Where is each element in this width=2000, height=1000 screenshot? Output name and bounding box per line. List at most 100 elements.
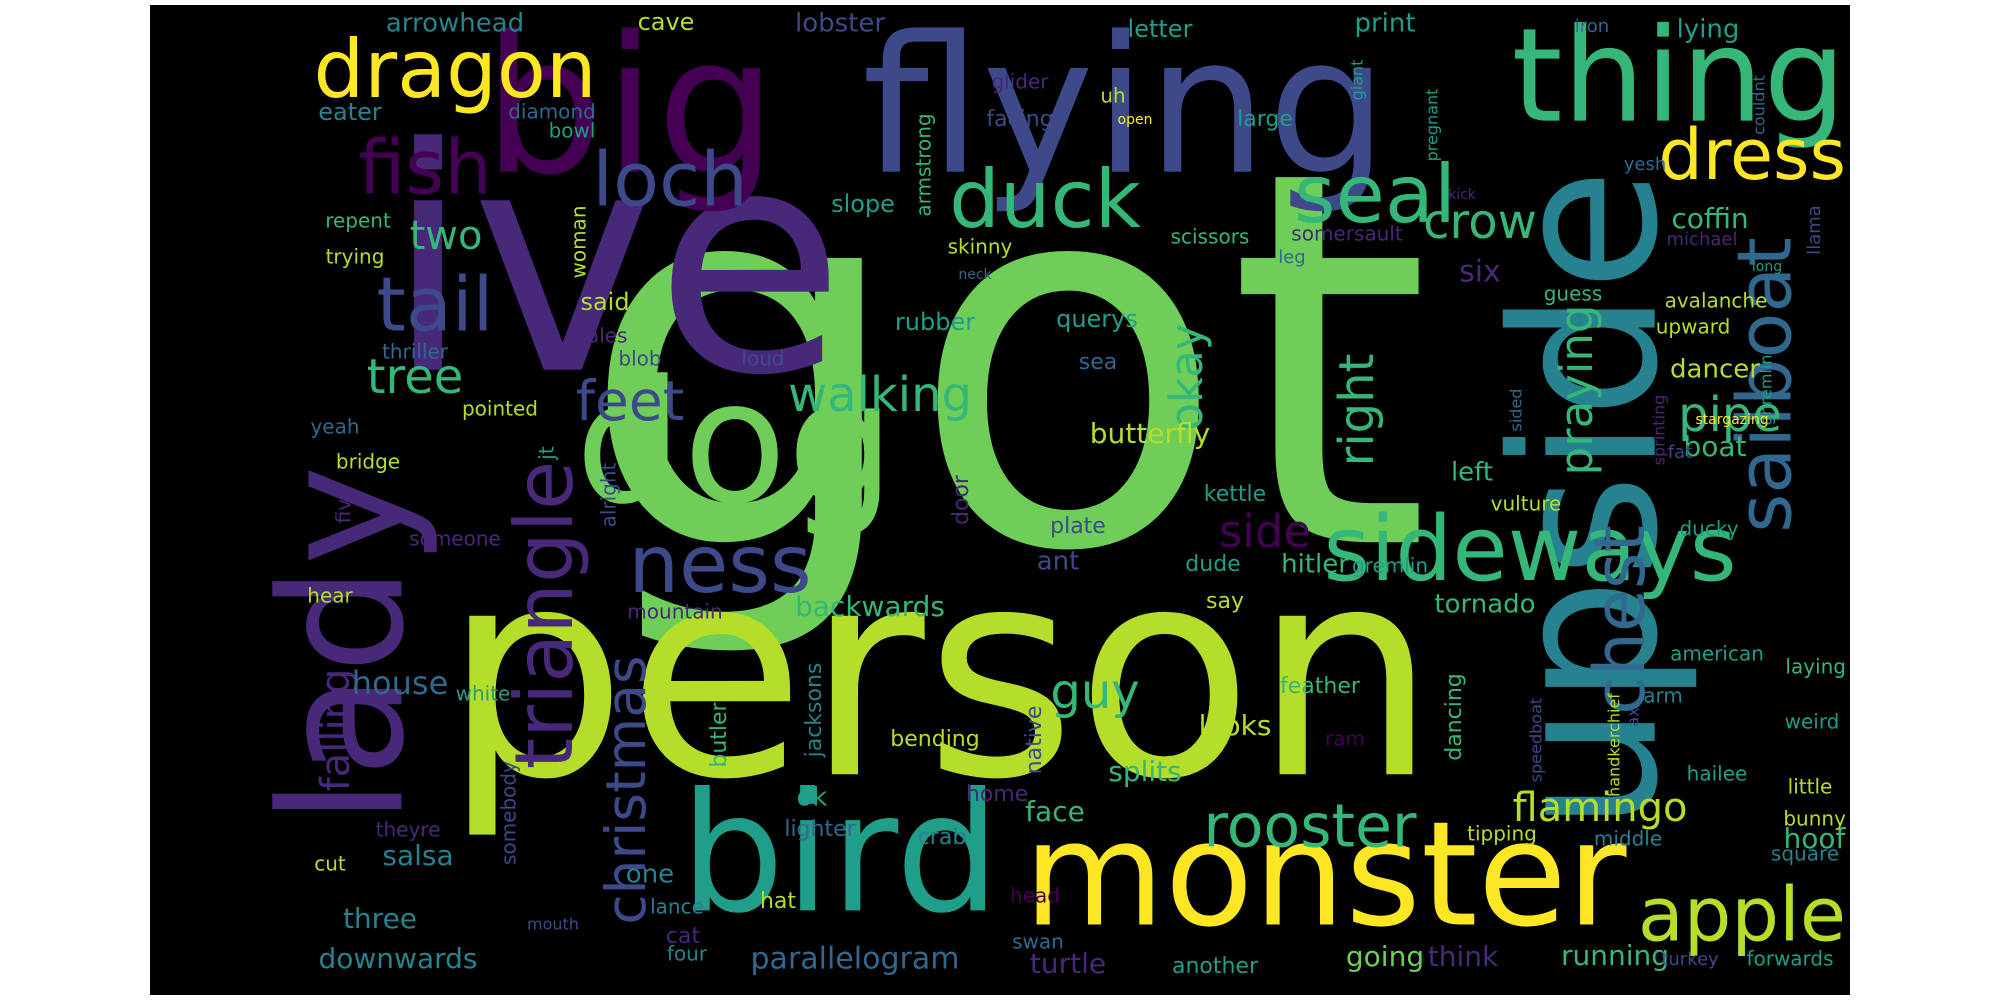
word-turtle: turtle: [1030, 947, 1106, 980]
word-jacksons: jacksons: [802, 663, 827, 759]
word-sided: sided: [1507, 389, 1526, 432]
word-pregnant: pregnant: [1423, 89, 1442, 162]
word-ive: ive: [385, 83, 845, 444]
word-praying: praying: [1550, 305, 1603, 476]
word-coffin: coffin: [1671, 202, 1748, 235]
word-slope: slope: [831, 190, 895, 218]
word-bending: bending: [890, 727, 979, 752]
word-duck: duck: [949, 153, 1141, 246]
word-dude: dude: [1185, 552, 1240, 577]
word-stargazing: stargazing: [1695, 412, 1768, 428]
word-lying: lying: [1677, 15, 1740, 45]
word-jt: jt: [535, 446, 559, 461]
word-diamond: diamond: [508, 100, 596, 124]
word-white: white: [456, 682, 511, 706]
word-upside: upside: [1470, 168, 1703, 831]
word-turkey: turkey: [1661, 949, 1719, 970]
word-home: home: [966, 782, 1028, 807]
word-sprinting: sprinting: [1650, 395, 1669, 466]
word-large: large: [1237, 107, 1293, 132]
word-open: open: [1118, 112, 1153, 128]
word-okay: okay: [1160, 323, 1213, 430]
word-square: square: [1771, 842, 1839, 866]
word-chest: chest: [1579, 525, 1661, 715]
word-kick: kick: [1448, 187, 1477, 203]
word-leg: leg: [1278, 247, 1306, 268]
word-ram: ram: [1325, 727, 1365, 751]
word-lobster: lobster: [795, 9, 885, 39]
word-uh: uh: [1100, 84, 1125, 108]
word-loud: loud: [741, 347, 784, 371]
word-glider: glider: [991, 70, 1049, 94]
word-llama: llama: [1804, 205, 1825, 255]
word-house: house: [352, 664, 449, 702]
word-crab: crab: [918, 825, 967, 850]
word-little: little: [1788, 775, 1833, 799]
word-swan: swan: [1012, 930, 1064, 954]
word-upward: upward: [1656, 315, 1731, 339]
word-say: say: [1206, 589, 1244, 614]
word-yesh: yesh: [1624, 154, 1667, 175]
word-going: going: [1346, 940, 1424, 973]
word-handkerchief: handkerchief: [1605, 693, 1624, 797]
word-two: two: [410, 213, 483, 259]
word-dancer: dancer: [1670, 355, 1760, 385]
word-ness: ness: [628, 518, 811, 611]
word-ghremlin: ghremlin: [1757, 355, 1776, 426]
word-another: another: [1172, 954, 1259, 979]
word-yeah: yeah: [310, 415, 359, 439]
word-middle: middle: [1594, 827, 1662, 851]
word-hat: hat: [760, 889, 796, 914]
word-cloud-canvas: got person ive upside flying big lady do…: [150, 5, 1850, 995]
word-guess: guess: [1544, 282, 1603, 306]
word-hitler: hitler: [1281, 550, 1349, 580]
word-hear: hear: [307, 584, 353, 608]
word-cat: cat: [666, 924, 701, 949]
word-woman: woman: [567, 205, 591, 278]
word-parallelogram: parallelogram: [751, 942, 960, 977]
word-mountain: mountain: [627, 600, 722, 624]
word-running: running: [1561, 939, 1669, 972]
word-armstrong: armstrong: [912, 113, 936, 216]
word-print: print: [1354, 9, 1415, 39]
word-lady: lady: [244, 465, 442, 825]
word-thing: thing: [1512, 5, 1846, 152]
word-got: got: [579, 59, 1431, 665]
word-crow: crow: [1423, 194, 1537, 250]
word-sideways: sideways: [1323, 497, 1736, 602]
word-cave: cave: [638, 8, 695, 36]
word-iron: iron: [1575, 16, 1609, 37]
word-ax: ax: [1624, 707, 1643, 726]
word-skinny: skinny: [948, 235, 1013, 259]
word-theyre: theyre: [376, 818, 441, 842]
word-feather: feather: [1280, 674, 1361, 699]
word-bridge: bridge: [336, 450, 400, 474]
word-right: right: [1329, 354, 1385, 467]
word-arm: arm: [1643, 684, 1683, 708]
word-rubber: rubber: [895, 308, 975, 336]
word-boat: boat: [1683, 430, 1746, 463]
word-side: side: [1219, 505, 1311, 558]
word-sailboat: sailboat: [1721, 237, 1809, 533]
word-person: person: [443, 506, 1437, 843]
word-bowl: bowl: [549, 119, 596, 143]
word-letter: letter: [1128, 15, 1193, 43]
word-downwards: downwards: [319, 942, 478, 975]
word-ok: ok: [797, 783, 828, 813]
word-lighter: lighter: [784, 817, 856, 842]
word-thriller: thriller: [382, 340, 449, 364]
word-think: think: [1428, 940, 1499, 973]
word-trying: trying: [326, 245, 385, 269]
word-somebody: somebody: [497, 761, 521, 865]
word-cut: cut: [314, 852, 346, 876]
word-ant: ant: [1037, 547, 1080, 577]
word-feet: feet: [576, 369, 685, 433]
word-forwards: forwards: [1746, 947, 1833, 971]
word-ducky: ducky: [1679, 517, 1738, 541]
word-avalanche: avalanche: [1665, 289, 1768, 313]
word-tipping: tipping: [1467, 822, 1537, 846]
word-gremlin: gremlin: [1352, 554, 1428, 578]
word-scissors: scissors: [1171, 225, 1250, 249]
word-long: long: [1752, 259, 1782, 275]
word-dragon: dragon: [313, 23, 596, 116]
